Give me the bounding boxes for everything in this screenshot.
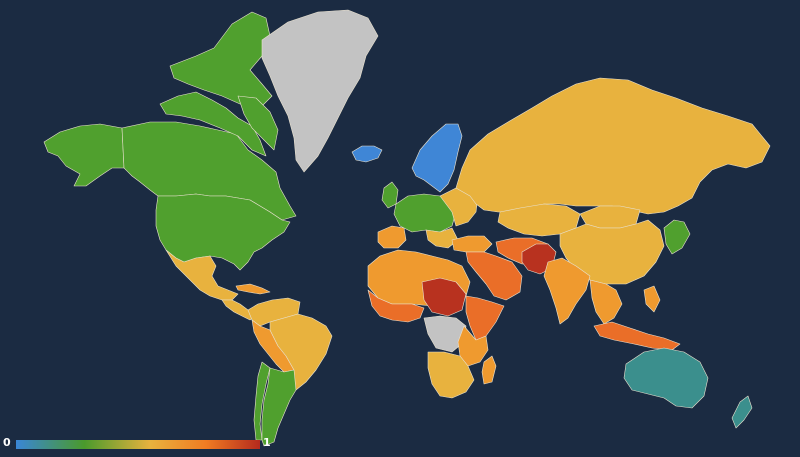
region-east-africa[interactable]	[457, 325, 489, 367]
region-west-africa[interactable]	[367, 289, 425, 323]
region-alaska[interactable]	[43, 123, 125, 187]
region-turkey[interactable]	[451, 235, 493, 253]
region-mexico[interactable]	[165, 249, 239, 301]
region-western-europe[interactable]	[393, 193, 457, 233]
region-australia[interactable]	[623, 347, 709, 409]
region-canada-islands[interactable]	[159, 91, 267, 157]
region-indonesia[interactable]	[593, 321, 681, 351]
region-scandinavia[interactable]	[411, 123, 463, 193]
region-horn-of-africa[interactable]	[465, 295, 505, 341]
region-sahel[interactable]	[421, 277, 467, 317]
region-arctic-archipelago[interactable]	[169, 11, 273, 109]
region-caribbean[interactable]	[235, 283, 271, 295]
legend-gradient-bar	[16, 440, 260, 449]
region-southeast-asia[interactable]	[589, 279, 623, 325]
color-legend: 0 1	[0, 431, 271, 457]
region-iceland[interactable]	[351, 145, 383, 163]
region-uk[interactable]	[381, 181, 399, 209]
region-korea-japan[interactable]	[663, 219, 691, 255]
region-iberia[interactable]	[377, 225, 407, 249]
region-russia[interactable]	[455, 77, 771, 215]
region-new-zealand[interactable]	[731, 395, 753, 429]
region-baffin[interactable]	[237, 95, 279, 151]
region-brazil[interactable]	[269, 313, 333, 391]
region-middle-east[interactable]	[465, 251, 523, 301]
legend-max-label: 1	[263, 436, 271, 449]
region-philippines[interactable]	[643, 285, 661, 313]
region-india[interactable]	[543, 257, 591, 325]
region-madagascar[interactable]	[481, 355, 497, 385]
legend-min-label: 0	[3, 436, 11, 449]
region-southern-africa[interactable]	[427, 351, 475, 399]
region-argentina[interactable]	[261, 367, 297, 447]
region-greenland[interactable]	[261, 9, 379, 173]
